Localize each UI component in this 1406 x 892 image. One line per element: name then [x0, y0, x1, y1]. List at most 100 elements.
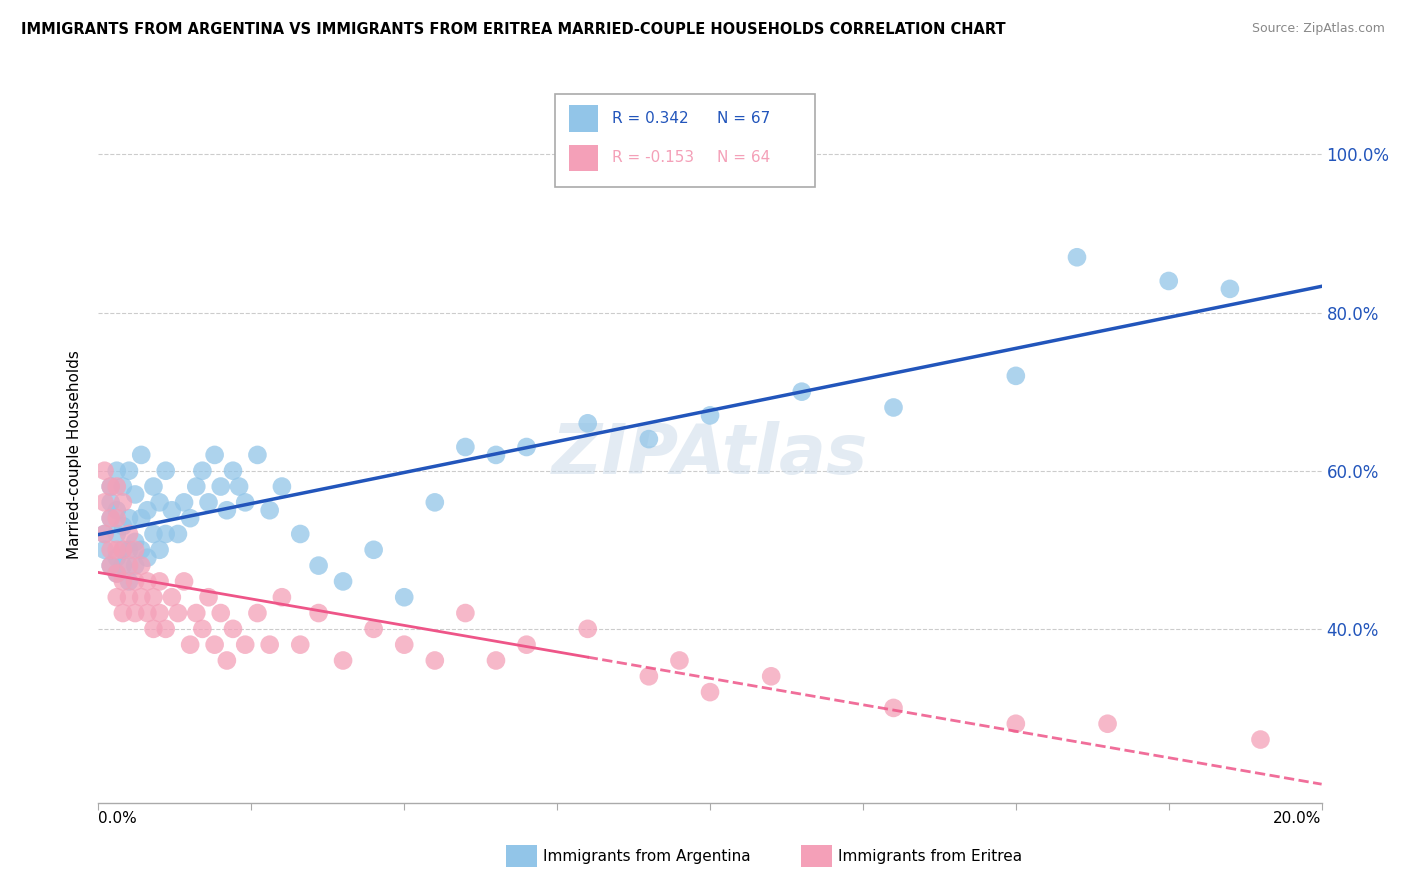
Point	[129, 511, 152, 525]
Point	[270, 479, 292, 493]
Point	[155, 527, 177, 541]
Point	[392, 638, 416, 652]
Point	[668, 653, 690, 667]
Point	[124, 542, 146, 557]
Point	[142, 591, 165, 605]
Point	[105, 527, 128, 541]
Point	[149, 606, 172, 620]
Text: Immigrants from Eritrea: Immigrants from Eritrea	[838, 849, 1022, 863]
Point	[100, 558, 122, 573]
Point	[100, 479, 122, 493]
Point	[270, 591, 292, 605]
Point	[454, 606, 477, 620]
Point	[100, 542, 122, 557]
Point	[105, 566, 128, 581]
Point	[124, 606, 146, 620]
Point	[290, 638, 312, 652]
Point	[93, 527, 115, 541]
Point	[759, 669, 782, 683]
Point	[883, 701, 905, 715]
Point	[118, 542, 141, 557]
Point	[118, 464, 141, 478]
Point	[118, 511, 141, 525]
Point	[124, 487, 146, 501]
Text: Source: ZipAtlas.com: Source: ZipAtlas.com	[1251, 22, 1385, 36]
Point	[233, 495, 256, 509]
Text: 20.0%: 20.0%	[1274, 811, 1322, 826]
Text: 0.0%: 0.0%	[98, 811, 138, 826]
Point	[93, 542, 115, 557]
Point	[191, 464, 214, 478]
Point	[136, 606, 159, 620]
Point	[136, 574, 159, 589]
Text: Immigrants from Argentina: Immigrants from Argentina	[543, 849, 751, 863]
Point	[392, 591, 416, 605]
Point	[576, 417, 599, 431]
Point	[105, 503, 128, 517]
Point	[160, 503, 183, 517]
Text: IMMIGRANTS FROM ARGENTINA VS IMMIGRANTS FROM ERITREA MARRIED-COUPLE HOUSEHOLDS C: IMMIGRANTS FROM ARGENTINA VS IMMIGRANTS …	[21, 22, 1005, 37]
Point	[516, 440, 538, 454]
Point	[111, 479, 134, 493]
Point	[142, 622, 165, 636]
Point	[167, 606, 190, 620]
Point	[637, 669, 661, 683]
Point	[290, 527, 312, 541]
Point	[105, 550, 128, 565]
Point	[142, 479, 165, 493]
Point	[118, 527, 141, 541]
Point	[111, 606, 134, 620]
Point	[105, 479, 128, 493]
Point	[454, 440, 477, 454]
Point	[228, 479, 250, 493]
Point	[111, 558, 134, 573]
Point	[155, 622, 177, 636]
Point	[136, 503, 159, 517]
Point	[197, 495, 219, 509]
Point	[93, 495, 115, 509]
Point	[332, 653, 354, 667]
Point	[204, 448, 226, 462]
Point	[1004, 368, 1026, 383]
Point	[111, 542, 134, 557]
Point	[100, 511, 122, 525]
Point	[204, 638, 226, 652]
Point	[179, 511, 201, 525]
Point	[105, 566, 128, 581]
Point	[576, 622, 599, 636]
Y-axis label: Married-couple Households: Married-couple Households	[67, 351, 83, 559]
Point	[100, 495, 122, 509]
Point	[149, 574, 172, 589]
Point	[1249, 732, 1271, 747]
Point	[105, 542, 128, 557]
Point	[111, 542, 134, 557]
Point	[142, 527, 165, 541]
Point	[363, 542, 385, 557]
Point	[124, 534, 146, 549]
Point	[516, 638, 538, 652]
Point	[215, 653, 238, 667]
Point	[222, 464, 245, 478]
Point	[111, 495, 134, 509]
Text: N = 64: N = 64	[717, 151, 770, 165]
Point	[100, 479, 122, 493]
Point	[186, 606, 208, 620]
Text: R = 0.342: R = 0.342	[612, 112, 688, 126]
Point	[100, 558, 122, 573]
Point	[1004, 716, 1026, 731]
Point	[699, 409, 721, 423]
Point	[105, 591, 128, 605]
Point	[111, 519, 134, 533]
Point	[363, 622, 385, 636]
Point	[209, 479, 232, 493]
Point	[308, 606, 330, 620]
Point	[124, 574, 146, 589]
Text: ZIPAtlas: ZIPAtlas	[553, 421, 868, 489]
Point	[790, 384, 813, 399]
Point	[1097, 716, 1119, 731]
Point	[233, 638, 256, 652]
Point	[129, 558, 152, 573]
Point	[197, 591, 219, 605]
Point	[129, 542, 152, 557]
Point	[423, 495, 446, 509]
